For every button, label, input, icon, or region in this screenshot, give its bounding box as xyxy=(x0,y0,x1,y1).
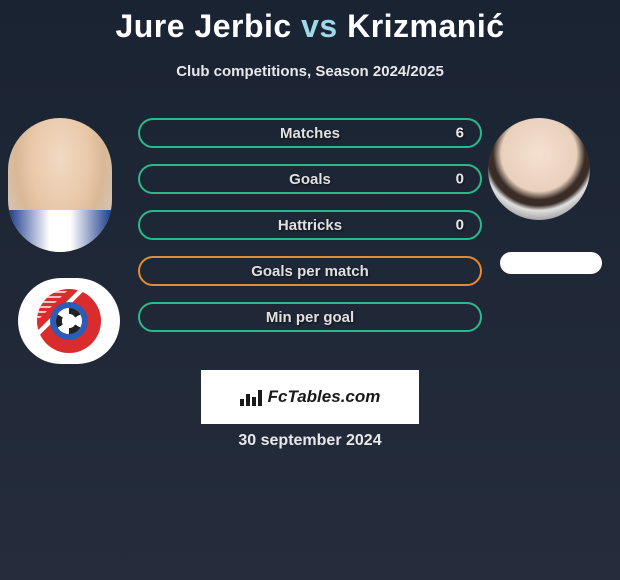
player1-avatar xyxy=(8,118,112,252)
stats-table: Matches 6 Goals 0 Hattricks 0 Goals per match M… xyxy=(138,118,482,348)
site-logo: FcTables.com xyxy=(201,370,419,424)
stat-row: Hattricks 0 xyxy=(138,210,482,240)
stat-value: 6 xyxy=(456,125,464,142)
club-badge-icon xyxy=(37,289,101,353)
stat-label: Goals xyxy=(289,171,331,188)
stat-label: Min per goal xyxy=(266,309,354,326)
player2-name: Krizmanić xyxy=(347,8,504,44)
footer-date: 30 september 2024 xyxy=(0,432,620,450)
player1-name: Jure Jerbic xyxy=(115,8,291,44)
stat-label: Goals per match xyxy=(251,263,369,280)
vs-label: vs xyxy=(301,8,338,44)
stat-row: Matches 6 xyxy=(138,118,482,148)
player2-avatar xyxy=(488,118,590,220)
stat-value: 0 xyxy=(456,171,464,188)
bar-chart-icon xyxy=(240,388,262,406)
subtitle: Club competitions, Season 2024/2025 xyxy=(0,63,620,80)
player1-club-badge xyxy=(18,278,120,364)
stat-label: Matches xyxy=(280,125,340,142)
stat-label: Hattricks xyxy=(278,217,342,234)
player2-club-badge xyxy=(500,252,602,274)
stat-row: Goals per match xyxy=(138,256,482,286)
stat-value: 0 xyxy=(456,217,464,234)
site-logo-text: FcTables.com xyxy=(268,387,381,407)
stat-row: Min per goal xyxy=(138,302,482,332)
stat-row: Goals 0 xyxy=(138,164,482,194)
content-area: Matches 6 Goals 0 Hattricks 0 Goals per match M… xyxy=(0,118,620,358)
comparison-title: Jure Jerbic vs Krizmanić xyxy=(0,0,620,45)
